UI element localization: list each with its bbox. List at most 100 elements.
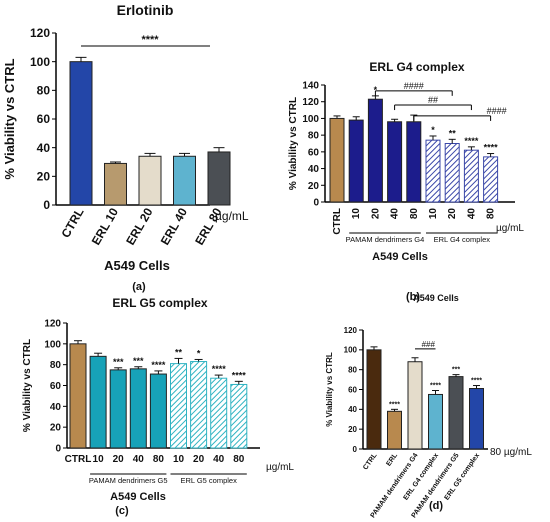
significance-label: ** xyxy=(449,128,457,138)
bar xyxy=(210,377,228,449)
chart-title: ERL G5 complex xyxy=(112,296,207,310)
panel-label: (b) xyxy=(406,291,420,303)
y-tick-label: 40 xyxy=(308,164,320,175)
y-axis-label: % Viability vs CTRL xyxy=(22,339,33,432)
bar xyxy=(463,149,479,203)
x-axis-label: A549 Cells xyxy=(110,491,166,503)
x-tick-label: ERL 40 xyxy=(158,205,191,247)
y-tick-label: 120 xyxy=(344,326,358,335)
y-tick-label: 0 xyxy=(55,444,61,455)
bar xyxy=(469,388,484,450)
y-tick-label: 0 xyxy=(43,198,50,212)
x-axis-label: A549 Cells xyxy=(104,258,170,273)
bar xyxy=(230,383,248,449)
x-tick-label: 10 xyxy=(173,454,185,465)
panel-a: Erlotinib 0 20 40 60 80 100 120 % Viability vs C… xyxy=(2,2,249,293)
x-tick-label: ERL xyxy=(385,452,399,468)
y-tick-label: 80 xyxy=(50,360,62,371)
bar xyxy=(109,369,127,449)
y-tick-label: 120 xyxy=(302,97,319,108)
y-tick-label: 140 xyxy=(302,81,319,92)
x-tick-label: 80 xyxy=(233,454,245,465)
chart-title: ERL G4 complex xyxy=(369,60,464,74)
significance-label: **** xyxy=(464,136,479,146)
y-tick-label: 20 xyxy=(37,170,51,184)
bar xyxy=(173,155,196,206)
significance-label: ** xyxy=(175,347,183,357)
unit-label: µg/mL xyxy=(496,223,524,234)
bar xyxy=(170,363,187,449)
y-tick-label: 80 xyxy=(348,365,357,374)
unit-label: 80 µg/mL xyxy=(490,447,532,458)
y-axis-label: % Viability vs CTRL xyxy=(2,58,17,179)
group-label: PAMAM dendrimers G4 xyxy=(346,235,425,244)
panel-c: ERL G5 complex 0 20 40 60 80 100 120 % Viability… xyxy=(22,296,294,517)
y-tick-label: 60 xyxy=(308,147,320,158)
y-tick-label: 100 xyxy=(44,339,61,350)
bar xyxy=(448,376,464,450)
bar xyxy=(406,121,422,203)
x-axis-label: A549 Cells xyxy=(372,251,428,263)
y-tick-label: 60 xyxy=(37,112,51,126)
x-tick-label: ERL 10 xyxy=(89,205,122,247)
chart-title: Erlotinib xyxy=(117,2,174,18)
bar xyxy=(89,355,107,449)
x-tick-label: 80 xyxy=(486,208,497,220)
y-tick-label: 60 xyxy=(50,381,62,392)
panel-b: ERL G4 complex 0 20 40 60 80 100 120 140% Viabil… xyxy=(288,60,524,303)
unit-label: µg/mL xyxy=(215,209,249,223)
y-tick-label: 40 xyxy=(37,141,51,155)
bar xyxy=(444,143,460,203)
y-tick-label: 0 xyxy=(313,198,319,209)
x-tick-label: ERL 20 xyxy=(123,205,156,247)
bar xyxy=(129,368,147,449)
significance-label: **** xyxy=(430,382,441,389)
bar xyxy=(367,98,383,203)
y-tick-label: 20 xyxy=(348,425,357,434)
bar xyxy=(69,343,87,449)
x-tick-label: 20 xyxy=(370,208,381,220)
y-tick-label: 60 xyxy=(348,385,357,394)
significance-label: **** xyxy=(151,360,166,370)
x-tick-label: 20 xyxy=(447,208,458,220)
significance-label: ### xyxy=(422,340,436,349)
y-tick-label: 40 xyxy=(50,402,62,413)
bar xyxy=(348,119,364,203)
bar xyxy=(387,410,402,450)
panel-label: (c) xyxy=(115,505,129,517)
y-tick-label: 80 xyxy=(308,131,320,142)
bar xyxy=(428,393,443,450)
bar xyxy=(407,361,423,450)
bar xyxy=(149,373,167,449)
significance-label: **** xyxy=(232,370,247,380)
significance-label: **** xyxy=(212,364,227,374)
y-axis-label: % Viability vs CTRL xyxy=(325,352,334,427)
significance-label: * xyxy=(374,85,378,95)
group-label: ERL G5 complex xyxy=(180,476,237,485)
bar xyxy=(104,162,127,206)
x-tick-label: 10 xyxy=(93,454,105,465)
significance-label: * xyxy=(431,125,435,135)
x-tick-label: CTRL xyxy=(58,206,86,241)
significance-label: ## xyxy=(428,95,438,105)
significance-label: **** xyxy=(471,378,482,385)
y-tick-label: 40 xyxy=(348,405,357,414)
panel-d: A549 Cells 0 20 40 60 80 100 120 % Viability vs … xyxy=(325,293,532,519)
group-label: PAMAM dendrimers G5 xyxy=(89,476,168,485)
x-tick-label: 20 xyxy=(113,454,125,465)
y-tick-label: 0 xyxy=(353,445,358,454)
significance-label: *** xyxy=(452,367,460,374)
y-tick-label: 120 xyxy=(44,319,61,330)
bar xyxy=(138,155,162,206)
x-tick-label: 40 xyxy=(133,454,145,465)
x-tick-label: CTRL xyxy=(362,452,379,472)
bar xyxy=(207,151,231,206)
x-tick-label: CTRL xyxy=(332,208,343,235)
significance-label: *** xyxy=(133,356,144,366)
y-tick-label: 100 xyxy=(344,346,358,355)
significance-label: *** xyxy=(113,357,124,367)
x-tick-label: 10 xyxy=(351,208,362,220)
bar xyxy=(366,349,382,450)
bar xyxy=(69,61,93,206)
